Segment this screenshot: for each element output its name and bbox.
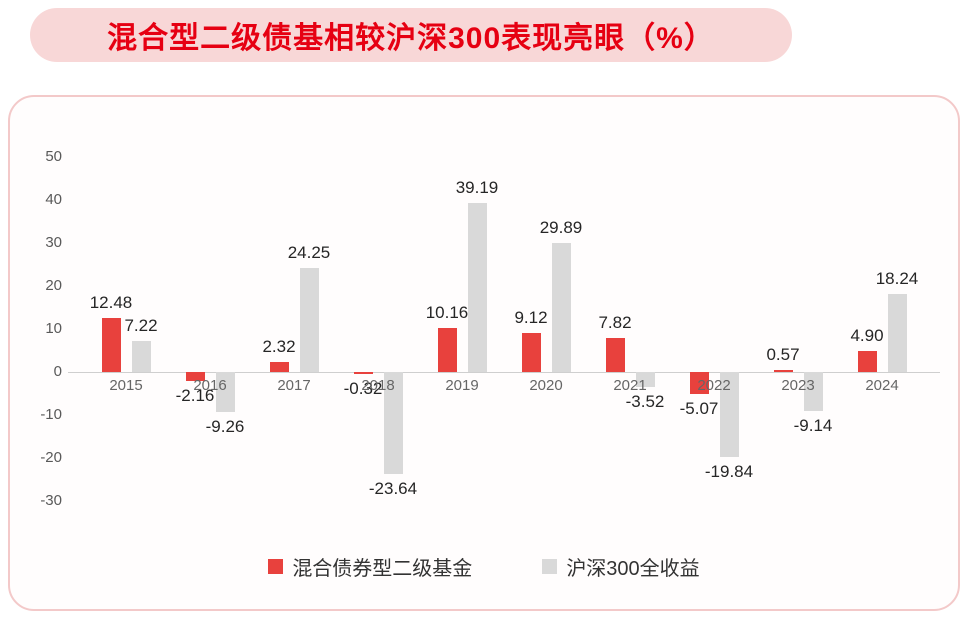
chart-title: 混合型二级债基相较沪深300表现亮眼（%） — [107, 22, 715, 55]
value-label: 10.16 — [425, 303, 469, 323]
x-axis-label: 2020 — [529, 377, 563, 394]
chart-legend: 混合债券型二级基金 沪深300全收益 — [10, 552, 958, 581]
bar-index — [719, 372, 739, 458]
value-label: 0.57 — [766, 344, 800, 364]
chart-card: 50 40 30 20 10 0 -10 -20 -30 2015 12.48 7.22 2016 -2.… — [8, 95, 960, 611]
value-label: 12.48 — [89, 293, 133, 313]
legend-item-index: 沪深300全收益 — [542, 552, 700, 581]
bar-fund — [437, 328, 457, 372]
zero-axis-line — [68, 372, 940, 373]
value-label: -0.32 — [343, 379, 383, 398]
bar-fund — [857, 350, 877, 372]
x-axis-label: 2021 — [613, 377, 647, 394]
y-axis-tick: 0 — [53, 363, 62, 380]
value-label: 7.22 — [124, 315, 158, 335]
y-axis-tick: -20 — [40, 449, 62, 466]
y-axis-tick: -30 — [40, 492, 62, 509]
value-label: -9.14 — [793, 416, 833, 436]
x-axis-label: 2017 — [277, 377, 311, 394]
bar-fund — [353, 372, 373, 374]
value-label: -19.84 — [704, 462, 754, 482]
value-label: 9.12 — [514, 307, 548, 327]
y-axis-tick: -10 — [40, 406, 62, 423]
x-axis-label: 2015 — [109, 377, 143, 394]
value-label: -3.52 — [625, 392, 665, 412]
value-label: -23.64 — [368, 478, 418, 498]
bar-fund — [185, 372, 205, 382]
legend-label-fund: 混合债券型二级基金 — [292, 558, 473, 580]
title-banner: 混合型二级债基相较沪深300表现亮眼（%） — [30, 8, 792, 62]
bar-fund — [605, 338, 625, 372]
value-label: 29.89 — [539, 218, 583, 238]
value-label: -2.16 — [175, 386, 215, 406]
value-label: 18.24 — [875, 268, 919, 288]
value-label: -5.07 — [679, 398, 719, 418]
bar-index — [635, 372, 655, 388]
x-axis-label: 2018 — [361, 377, 395, 394]
bar-fund — [101, 318, 121, 372]
bar-fund — [269, 362, 289, 372]
bar-fund — [773, 369, 793, 372]
value-label: 7.82 — [598, 313, 632, 333]
bar-index — [551, 243, 571, 372]
value-label: 24.25 — [287, 242, 331, 262]
y-axis-tick: 20 — [45, 277, 62, 294]
bar-index — [467, 203, 487, 372]
bar-index — [383, 372, 403, 474]
value-label: 2.32 — [262, 337, 296, 357]
x-axis-label: 2019 — [445, 377, 479, 394]
bar-index — [887, 293, 907, 372]
y-axis-tick: 50 — [45, 148, 62, 165]
bar-index — [803, 372, 823, 412]
x-axis-label: 2022 — [697, 377, 731, 394]
x-axis-label: 2023 — [781, 377, 815, 394]
plot-area: 50 40 30 20 10 0 -10 -20 -30 2015 12.48 7.22 2016 -2.… — [10, 97, 958, 609]
bar-index — [131, 340, 151, 372]
legend-swatch-gray — [542, 559, 558, 574]
y-axis-tick: 40 — [45, 191, 62, 208]
bar-fund — [689, 372, 709, 394]
legend-item-fund: 混合债券型二级基金 — [268, 552, 472, 581]
bar-index — [299, 267, 319, 372]
legend-swatch-red — [268, 559, 284, 574]
value-label: -9.26 — [205, 416, 245, 436]
bar-index — [215, 372, 235, 412]
x-axis-label: 2016 — [193, 377, 227, 394]
x-axis-label: 2024 — [865, 377, 899, 394]
y-axis-tick: 10 — [45, 320, 62, 337]
value-label: 39.19 — [455, 178, 499, 198]
value-label: 4.90 — [850, 325, 884, 345]
legend-label-index: 沪深300全收益 — [566, 558, 700, 580]
y-axis-tick: 30 — [45, 234, 62, 251]
bar-fund — [521, 332, 541, 372]
